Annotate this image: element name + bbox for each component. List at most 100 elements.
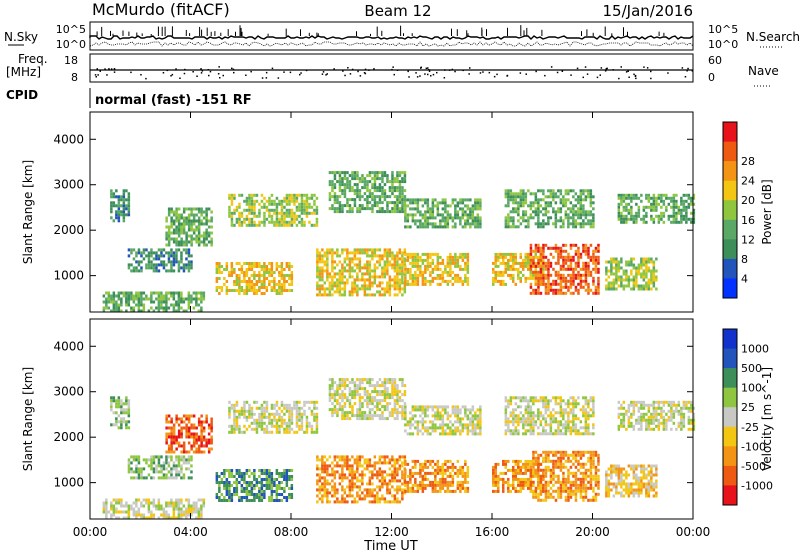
power-cell — [263, 292, 266, 295]
velocity-cell — [283, 421, 286, 425]
power-cell — [534, 255, 537, 259]
power-cell — [635, 196, 638, 200]
power-cell — [605, 272, 608, 276]
power-cell — [270, 280, 274, 283]
power-cell — [655, 278, 658, 282]
power-cell — [195, 300, 198, 304]
power-cell — [625, 269, 628, 273]
power-cell — [532, 264, 535, 268]
power-cell — [105, 303, 108, 307]
power-cell — [197, 297, 201, 301]
power-cell — [461, 279, 465, 283]
velocity-cell — [260, 484, 264, 487]
velocity-cell — [250, 490, 254, 493]
power-cell — [637, 214, 641, 218]
velocity-cell — [321, 464, 324, 468]
nave-dot — [162, 72, 165, 74]
power-cell — [524, 255, 527, 259]
nave-dot — [628, 76, 630, 78]
power-cell — [398, 287, 402, 291]
velocity-cell — [288, 424, 291, 428]
power-cell — [539, 264, 543, 268]
power-cell — [127, 210, 131, 214]
velocity-cell — [172, 438, 176, 442]
velocity-cell — [363, 458, 367, 462]
power-cell — [323, 290, 327, 294]
velocity-cell — [373, 414, 377, 418]
power-cell — [625, 202, 628, 206]
power-cell — [333, 272, 337, 276]
power-cell — [391, 284, 394, 288]
power-cell — [461, 201, 465, 205]
power-cell — [376, 260, 379, 264]
velocity-cell — [336, 387, 339, 391]
velocity-cell — [343, 464, 347, 468]
velocity-cell — [343, 458, 347, 462]
power-cell — [305, 214, 309, 218]
velocity-cell — [235, 490, 239, 493]
velocity-cell — [130, 504, 133, 508]
power-cell — [499, 252, 502, 256]
velocity-cell — [218, 496, 221, 499]
power-cell — [574, 285, 578, 289]
velocity-cell — [273, 424, 276, 428]
velocity-cell — [363, 417, 367, 421]
power-cell — [582, 285, 585, 289]
velocity-cell — [210, 441, 213, 445]
power-cell — [185, 222, 188, 226]
velocity-cell — [368, 402, 372, 406]
velocity-cell — [142, 516, 146, 520]
power-cell — [632, 217, 636, 221]
power-cell — [263, 271, 266, 274]
nave-dot — [687, 67, 689, 70]
velocity-cell — [245, 409, 249, 413]
power-cell — [187, 216, 191, 220]
power-cell — [650, 202, 653, 206]
power-cell — [278, 223, 281, 227]
power-cell — [361, 174, 364, 178]
velocity-cell — [228, 499, 231, 502]
velocity-cell — [318, 458, 322, 462]
power-cell — [303, 205, 306, 209]
velocity-cell — [396, 467, 399, 471]
power-cell — [336, 287, 339, 291]
velocity-cell — [218, 481, 221, 484]
velocity-cell — [270, 478, 274, 481]
velocity-cell — [265, 430, 269, 434]
velocity-cell — [152, 504, 156, 508]
velocity-cell — [167, 513, 171, 517]
power-cell — [512, 225, 515, 229]
velocity-cell — [110, 408, 113, 412]
velocity-cell — [180, 513, 183, 517]
power-cell — [368, 272, 372, 276]
power-cell — [361, 204, 364, 208]
power-cell — [305, 205, 309, 209]
velocity-cell — [348, 381, 352, 385]
power-cell — [419, 255, 422, 259]
power-cell — [479, 216, 482, 220]
velocity-cell — [187, 414, 191, 418]
velocity-cell — [152, 516, 156, 520]
power-cell — [414, 219, 417, 223]
power-cell — [398, 290, 402, 294]
power-cell — [162, 300, 166, 304]
velocity-cell — [288, 496, 291, 499]
power-cell — [577, 195, 580, 199]
power-cell — [499, 279, 502, 283]
power-cell — [680, 208, 683, 212]
power-cell — [494, 258, 497, 262]
nave-dot — [625, 71, 628, 73]
power-cell — [567, 225, 570, 229]
power-cell — [150, 266, 153, 270]
power-cell — [175, 257, 178, 261]
power-cell — [562, 243, 565, 247]
velocity-cell — [127, 516, 131, 520]
power-cell — [569, 216, 573, 220]
velocity-cell — [310, 412, 314, 416]
power-cell — [494, 279, 497, 283]
power-cell — [218, 268, 221, 271]
power-cell — [426, 219, 430, 223]
power-cell — [577, 246, 580, 250]
power-cell — [502, 273, 505, 277]
power-cell — [343, 171, 347, 175]
